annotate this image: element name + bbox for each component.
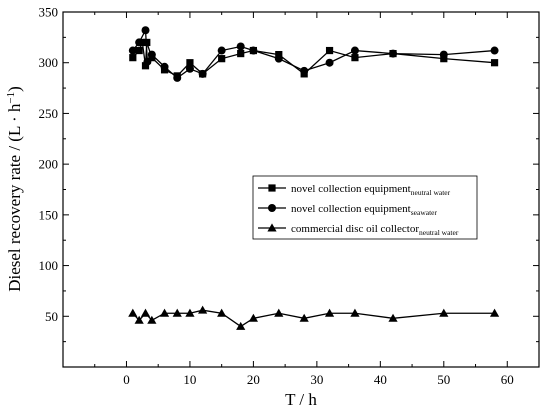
data-point-triangle [159, 308, 170, 317]
data-point-triangle [248, 313, 258, 322]
data-point-triangle [128, 308, 138, 317]
legend-label-sub: neutral water [411, 188, 451, 197]
y-axis-title: Diesel recovery rate / (L · h−1) [5, 86, 24, 292]
x-tick-label: 0 [123, 372, 130, 387]
data-point-circle [135, 38, 144, 47]
tick-labels: 0 10 20 30 40 50 60 50 100 150 200 250 300 350 [39, 5, 514, 388]
data-point-triangle [489, 308, 500, 317]
legend-items: novel collection equipmentneutral watern… [258, 183, 459, 237]
data-point-triangle [350, 308, 360, 317]
legend-label-sub: neutral water [419, 228, 459, 237]
data-point-square [325, 46, 334, 55]
x-tick-label: 60 [501, 372, 514, 387]
data-point-circle [173, 73, 182, 82]
data-point-square [351, 54, 359, 62]
data-point-square [440, 55, 448, 63]
data-point-triangle [134, 315, 144, 324]
x-tick-label: 10 [183, 372, 196, 387]
x-tick-label: 50 [437, 372, 450, 387]
data-point-circle [141, 26, 150, 35]
x-tick-label: 20 [247, 372, 260, 387]
y-tick-label: 200 [39, 157, 59, 172]
data-point-circle [236, 42, 245, 51]
series-triangle [128, 305, 500, 330]
y-tick-label: 150 [39, 207, 59, 222]
y-tick-label: 350 [39, 5, 59, 20]
legend-marker [267, 223, 277, 232]
legend-item-circle: novel collection equipmentseawater [258, 203, 437, 217]
data-point-square [135, 46, 143, 55]
data-point-triangle [172, 308, 182, 317]
data-point-circle [128, 46, 137, 55]
data-point-circle [185, 64, 194, 73]
data-point-square [141, 62, 150, 70]
legend-label-main: commercial disc oil collector [291, 223, 419, 235]
data-point-triangle [236, 321, 246, 330]
axis-ticks [63, 11, 540, 367]
y-axis-title-end: ) [5, 86, 24, 92]
data-point-circle [143, 57, 152, 66]
data-point-circle [490, 46, 499, 55]
series-line-triangle [132, 309, 495, 328]
y-axis-title-main: Diesel recovery rate / (L · h [5, 103, 24, 292]
data-point-circle [217, 46, 226, 55]
data-point-circle [198, 69, 207, 78]
legend-label-main: novel collection equipment [291, 183, 411, 195]
data-point-circle [350, 46, 359, 55]
data-point-square [275, 51, 283, 59]
legend-label: commercial disc oil collectorneutral wat… [291, 223, 459, 237]
legend-label-main: novel collection equipment [291, 203, 411, 215]
legend-item-square: novel collection equipmentneutral water [258, 183, 451, 197]
data-point-triangle [299, 313, 309, 322]
y-tick-label: 250 [39, 106, 59, 121]
data-point-circle [274, 54, 283, 63]
data-point-triangle [217, 308, 227, 317]
legend-label-sub: seawater [411, 208, 438, 217]
data-point-triangle [439, 308, 449, 317]
data-point-square [490, 59, 499, 67]
data-point-triangle [324, 308, 335, 317]
data-point-circle [439, 50, 448, 59]
x-tick-label: 40 [374, 372, 387, 387]
data-point-circle [389, 49, 398, 58]
data-point-square [186, 59, 194, 67]
x-axis-title: T / h [285, 390, 317, 409]
legend-label: novel collection equipmentseawater [291, 203, 437, 217]
data-point-triangle [185, 308, 195, 317]
data-point-square [237, 49, 245, 58]
data-point-triangle [198, 305, 208, 314]
data-point-triangle [274, 308, 284, 317]
series-layer [128, 26, 500, 330]
y-tick-label: 50 [45, 309, 58, 324]
data-point-triangle [388, 313, 398, 322]
x-tick-label: 30 [310, 372, 323, 387]
y-tick-label: 300 [39, 55, 59, 70]
legend-marker [268, 204, 276, 212]
data-point-triangle [140, 308, 151, 317]
data-point-circle [147, 50, 156, 59]
data-point-square [129, 54, 137, 62]
y-axis-title-sup: −1 [5, 92, 17, 104]
data-point-circle [300, 66, 309, 75]
data-point-circle [160, 62, 169, 71]
legend-marker [268, 184, 276, 192]
legend-label: novel collection equipmentneutral water [291, 183, 451, 197]
legend: novel collection equipmentneutral watern… [252, 175, 478, 240]
legend-box [252, 175, 478, 240]
legend-item-triangle: commercial disc oil collectorneutral wat… [258, 223, 459, 237]
data-point-circle [249, 46, 258, 55]
data-point-circle [325, 58, 334, 67]
y-tick-label: 100 [39, 258, 59, 273]
series-circle [128, 26, 499, 82]
data-point-triangle [147, 315, 157, 324]
data-point-square [218, 55, 226, 63]
